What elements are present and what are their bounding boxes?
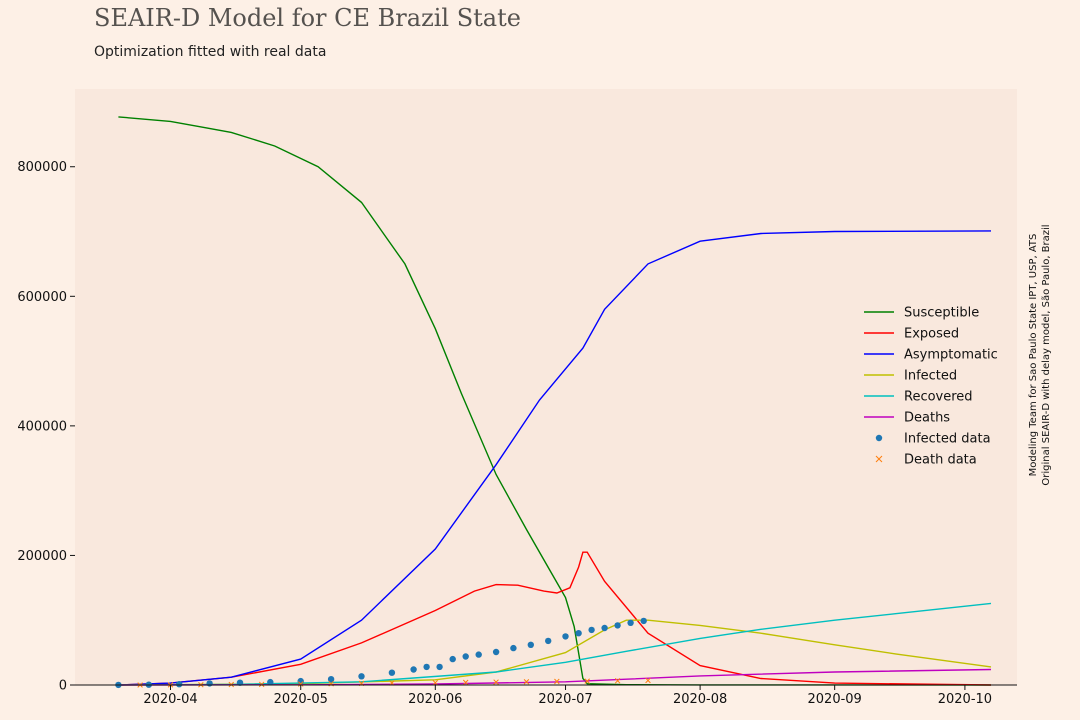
credits-line-2: Original SEAIR-D with delay model, São P… [1041,224,1052,486]
credits: Modeling Team for Sao Paulo State IPT, U… [1027,224,1053,485]
x-tick-label: 2020-10 [938,692,992,707]
data-point-infected-data [575,630,582,637]
credits-line-1: Modeling Team for Sao Paulo State IPT, U… [1028,233,1039,477]
data-point-infected-data [176,681,183,688]
data-point-infected-data [449,655,456,663]
legend-label-susceptible: Susceptible [904,306,979,321]
data-point-infected-data [410,666,417,673]
series-line-exposed [118,551,992,686]
y-tick-label: 400000 [17,419,67,434]
x-tick-label: 2020-06 [408,692,462,707]
data-point-death-data [614,678,621,684]
legend-label-infected: Infected [904,369,957,384]
legend: Susceptible Exposed Asymptomatic Infected Re… [864,306,998,468]
data-point-death-data [258,681,265,688]
data-point-infected-data [588,626,595,634]
plot-area [75,89,1017,685]
y-axis: 0 200000 400000 600000 800000 [17,160,75,694]
data-point-infected-data [436,663,443,671]
legend-swatch-death-data [875,455,883,463]
data-point-infected-data [462,653,469,660]
data-point-death-data [584,678,590,684]
y-tick-label: 800000 [17,160,67,175]
data-point-infected-data [327,676,335,683]
legend-label-exposed: Exposed [904,327,959,342]
legend-swatch-infected-data [875,434,883,442]
data-point-death-data [523,679,530,685]
data-point-death-data [493,679,499,685]
chart-subtitle: Optimization fitted with real data [94,44,327,60]
legend-label-infected-data: Infected data [904,432,991,447]
legend-label-asymptomatic: Asymptomatic [904,348,998,363]
x-tick-label: 2020-09 [808,692,862,707]
data-point-death-data [645,677,651,684]
data-point-infected-data [527,641,534,648]
data-point-infected-data [510,644,517,652]
series-line-asymptomatic [118,230,992,686]
legend-label-death-data: Death data [904,453,977,468]
legend-label-deaths: Deaths [904,411,950,426]
data-point-death-data [462,679,469,686]
chart-title: SEAIR-D Model for CE Brazil State [94,4,521,32]
y-tick-label: 600000 [17,290,67,305]
x-tick-label: 2020-08 [673,692,727,707]
x-tick-label: 2020-07 [538,692,592,707]
data-point-infected-data [614,622,621,629]
series-line-recovered [118,602,992,686]
data-point-infected-data [388,669,396,676]
data-point-infected-data [267,678,274,686]
data-point-infected-data [358,673,365,680]
data-point-infected-data [475,651,482,658]
data-point-infected-data [562,633,569,640]
legend-label-recovered: Recovered [904,390,973,405]
data-point-infected-data [627,619,634,626]
data-point-infected-data [545,637,552,645]
data-point-infected-data [640,617,647,625]
x-tick-label: 2020-04 [143,692,197,707]
data-point-infected-data [601,624,608,632]
data-point-infected-data [236,679,244,686]
y-tick-label: 200000 [17,549,67,564]
data-point-infected-data [492,648,500,656]
y-tick-label: 0 [59,679,67,694]
x-axis: 2020-04 2020-05 2020-06 2020-07 2020-08 2020-… [143,685,992,707]
data-point-death-data [297,681,304,687]
x-tick-label: 2020-05 [274,692,328,707]
data-point-infected-data [206,680,213,687]
data-point-infected-data [423,663,430,671]
data-point-death-data [554,678,560,685]
series-line-susceptible [118,116,992,686]
data-point-death-data [432,679,439,686]
